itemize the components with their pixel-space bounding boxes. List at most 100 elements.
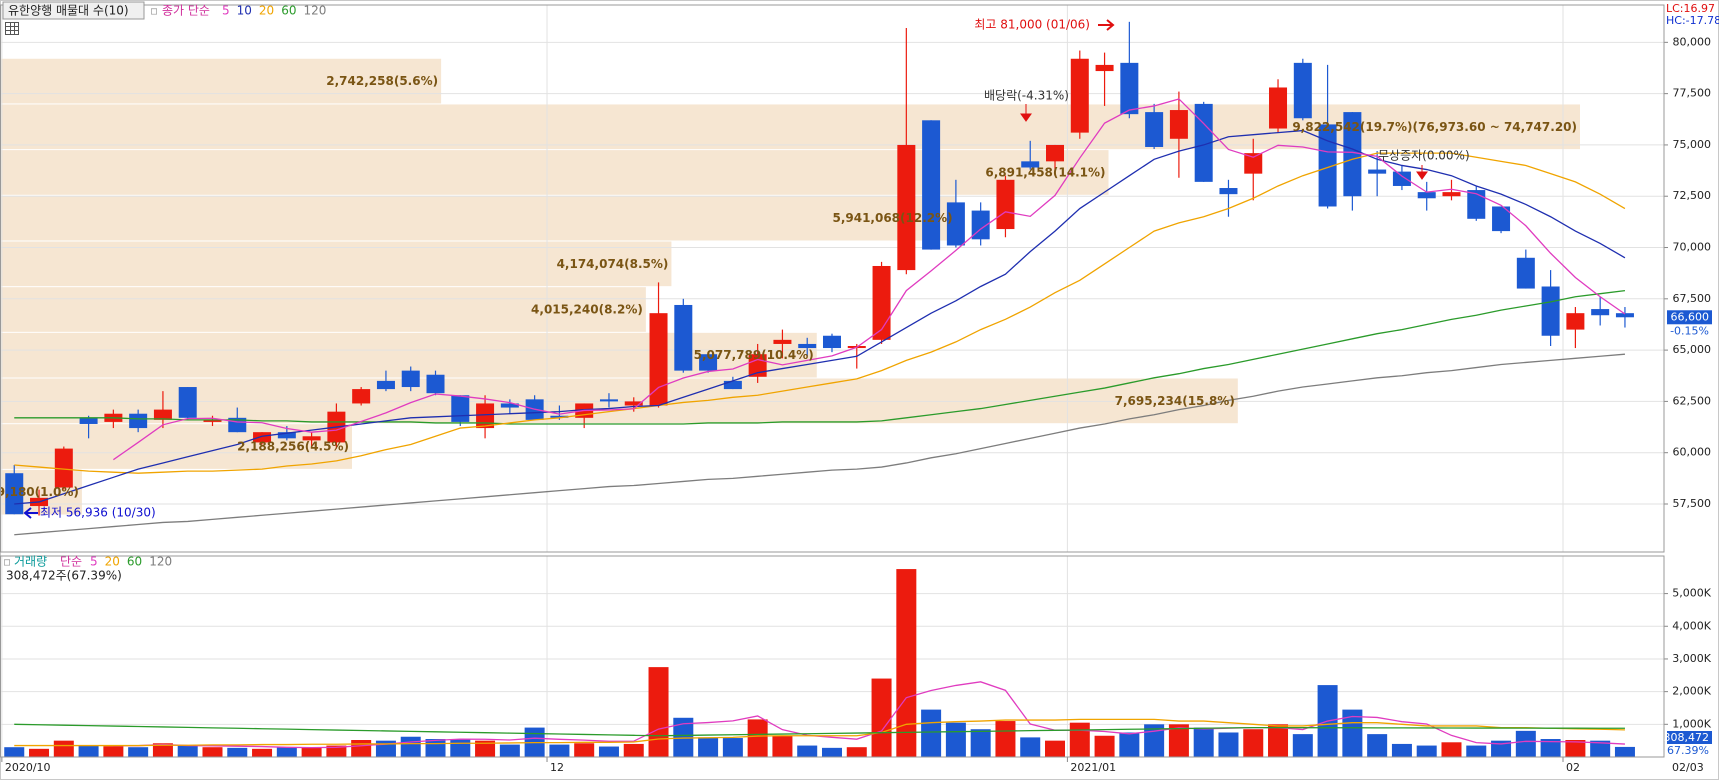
volume-bar (400, 736, 421, 757)
volume-profile (0, 58, 1580, 515)
profile-label: 509,180(1.0%) (0, 485, 79, 499)
candle-body (897, 144, 916, 271)
profile-label: 5,077,789(10.4%) (694, 348, 814, 362)
volume-bar (252, 748, 273, 757)
candle-body (1541, 286, 1560, 336)
candle-body (996, 179, 1015, 230)
last-price-label: 66,600 (1671, 310, 1710, 323)
y-tick-label: 57,500 (1673, 497, 1712, 510)
candle-body (129, 413, 148, 429)
volume-bar (152, 743, 173, 757)
last-date: 02/03 (1672, 761, 1704, 774)
ma-line (14, 353, 1626, 536)
volume-bar (1491, 740, 1512, 757)
candle-body (773, 339, 792, 344)
candle-body (649, 313, 668, 406)
volume-bar (1565, 740, 1586, 757)
annotation-arrow (1416, 165, 1428, 180)
table-icon[interactable] (5, 22, 19, 35)
legend-entry: 10 (237, 4, 252, 18)
volume-bar (1540, 739, 1561, 757)
candle-body (1467, 190, 1486, 219)
volume-legend-entry: 20 (105, 555, 120, 569)
profile-band (0, 150, 1109, 195)
profile-band (0, 58, 442, 104)
candle-body (352, 389, 371, 404)
candle-body (699, 354, 718, 371)
y-tick-label: 77,500 (1673, 87, 1712, 100)
candle-body (723, 380, 742, 390)
volume-bar (202, 747, 223, 757)
profile-band (0, 195, 956, 241)
volume-bar (722, 738, 743, 757)
annotation: 최저 56,936 (10/30) (40, 506, 156, 520)
candle-body (1368, 169, 1387, 174)
volume-bar (896, 569, 917, 757)
profile-band (0, 241, 672, 287)
volume-bar (1391, 743, 1412, 757)
volume-bar (1466, 745, 1487, 757)
y-tick-label: 65,000 (1673, 343, 1712, 356)
volume-bar (1515, 730, 1536, 757)
volume-bar (772, 735, 793, 757)
annotation: 배당락(-4.31%) (984, 89, 1069, 103)
volume-bar (698, 737, 719, 757)
ma-label: 종가 단순 (162, 4, 210, 18)
candle-body (1194, 103, 1213, 182)
y-tick-label: 80,000 (1673, 35, 1712, 48)
profile-band (0, 378, 1238, 424)
profile-label: 2,742,258(5.6%) (326, 74, 438, 88)
candle-body (624, 401, 643, 406)
candle-body (1169, 110, 1188, 139)
y-tick-label: 67,500 (1673, 292, 1712, 305)
candle-body (203, 419, 222, 422)
volume-bar (549, 744, 570, 757)
candle-body (1417, 192, 1436, 199)
profile-label: 6,891,458(14.1%) (985, 165, 1105, 179)
volume-bar (1441, 742, 1462, 757)
volume-bar (995, 721, 1016, 757)
volume-bar (648, 667, 669, 757)
candle-body (822, 335, 841, 349)
candle-body (376, 380, 395, 390)
volume-bar (1367, 734, 1388, 757)
candle-body (1442, 192, 1461, 197)
candle-body (451, 395, 470, 422)
legend-entry: 20 (259, 4, 274, 18)
profile-label: 2,188,256(4.5%) (237, 440, 349, 454)
y-tick-label: 72,500 (1673, 189, 1712, 202)
candle-body (253, 432, 272, 443)
y-tick-label: 62,500 (1673, 394, 1712, 407)
candle-body (599, 399, 618, 402)
volume-bar (921, 709, 942, 757)
volume-bar (1144, 724, 1165, 757)
volume-bar (177, 745, 198, 757)
candle-body (1120, 62, 1139, 115)
volume-bar (970, 729, 991, 757)
volume-bar (301, 747, 322, 757)
y-tick-label: 75,000 (1673, 138, 1712, 151)
volume-bar (1168, 724, 1189, 757)
volume-bar (797, 745, 818, 757)
candle-body (1269, 87, 1288, 129)
volume-bar (846, 747, 867, 757)
volume-tick-label: 4,000K (1672, 619, 1711, 632)
annotation-arrow (1020, 104, 1032, 122)
candle-body (476, 403, 495, 429)
profile-label: 7,695,234(15.8%) (1115, 394, 1235, 408)
indicator-button-label[interactable]: 유한양행 매물대 수(10) (8, 3, 129, 18)
indicator-button[interactable] (2, 1, 145, 20)
volume-bar (1292, 734, 1313, 757)
legend-entry: 5 (222, 4, 230, 18)
candle-body (500, 403, 519, 408)
y-tick-label: 70,000 (1673, 241, 1712, 254)
volume-last-tag (1667, 731, 1712, 744)
candle-body (79, 417, 98, 424)
volume-bar (128, 747, 149, 757)
volume-title: 거래량 (14, 555, 47, 569)
volume-bar (574, 743, 595, 757)
volume-bar (227, 747, 248, 757)
candle-body (1615, 313, 1634, 318)
volume-ma-line (14, 718, 1625, 747)
